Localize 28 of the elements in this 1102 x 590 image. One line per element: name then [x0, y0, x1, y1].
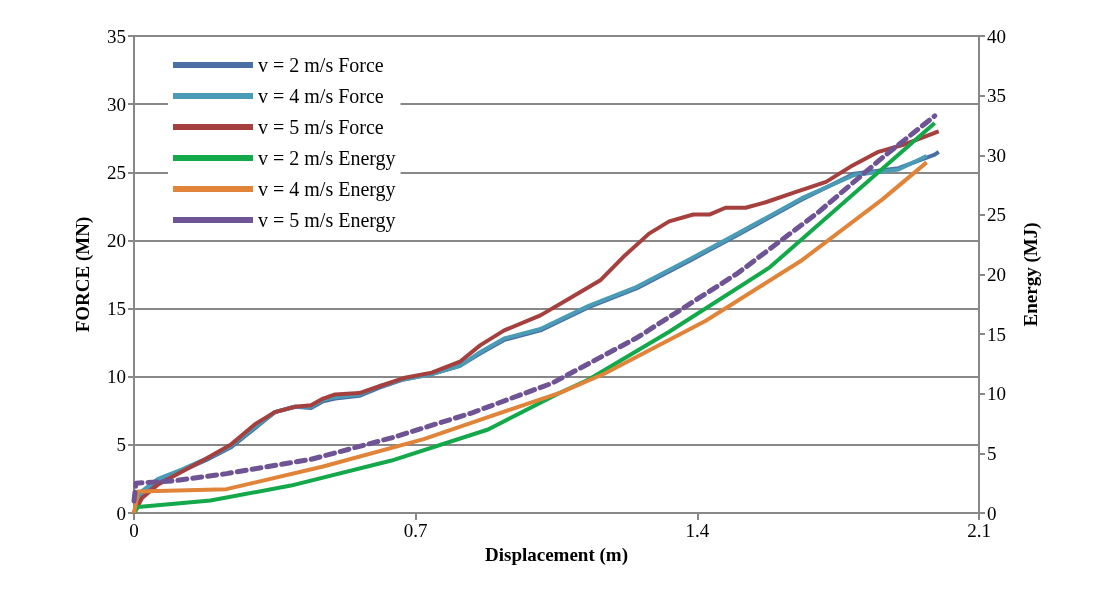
legend-label: v = 4 m/s Force	[258, 85, 384, 107]
legend-label: v = 2 m/s Energy	[258, 147, 396, 170]
y-tick-label: 35	[107, 25, 126, 47]
legend-label: v = 2 m/s Force	[258, 54, 384, 76]
y2-tick-label: 5	[987, 442, 997, 464]
y2-tick-label: 30	[987, 144, 1006, 166]
y2-tick-label: 10	[987, 383, 1006, 405]
y2-tick-label: 35	[987, 85, 1006, 107]
y2-tick-label: 25	[987, 204, 1006, 226]
y-tick-label: 20	[107, 229, 126, 251]
y-tick-label: 30	[107, 93, 126, 115]
x-tick-label: 0.7	[403, 520, 428, 541]
legend-label: v = 5 m/s Force	[258, 116, 384, 138]
y-tick-label: 15	[107, 298, 126, 320]
y-tick-label: 10	[107, 366, 126, 388]
y2-axis-title: Energy (MJ)	[1020, 222, 1042, 327]
y2-tick-label: 40	[987, 25, 1006, 47]
x-tick-label: 0	[129, 520, 139, 541]
y-tick-label: 5	[116, 434, 126, 456]
y2-tick-label: 20	[987, 264, 1006, 285]
y2-tick-label: 15	[987, 323, 1006, 345]
legend-label: v = 5 m/s Energy	[258, 209, 396, 232]
y-tick-label: 25	[107, 161, 126, 183]
x-tick-label: 1.4	[685, 520, 710, 541]
y-tick-label: 0	[116, 502, 126, 524]
x-axis-title: Displacement (m)	[485, 543, 628, 566]
y-axis-title: FORCE (MN)	[72, 216, 94, 333]
legend-label: v = 4 m/s Energy	[258, 178, 396, 201]
